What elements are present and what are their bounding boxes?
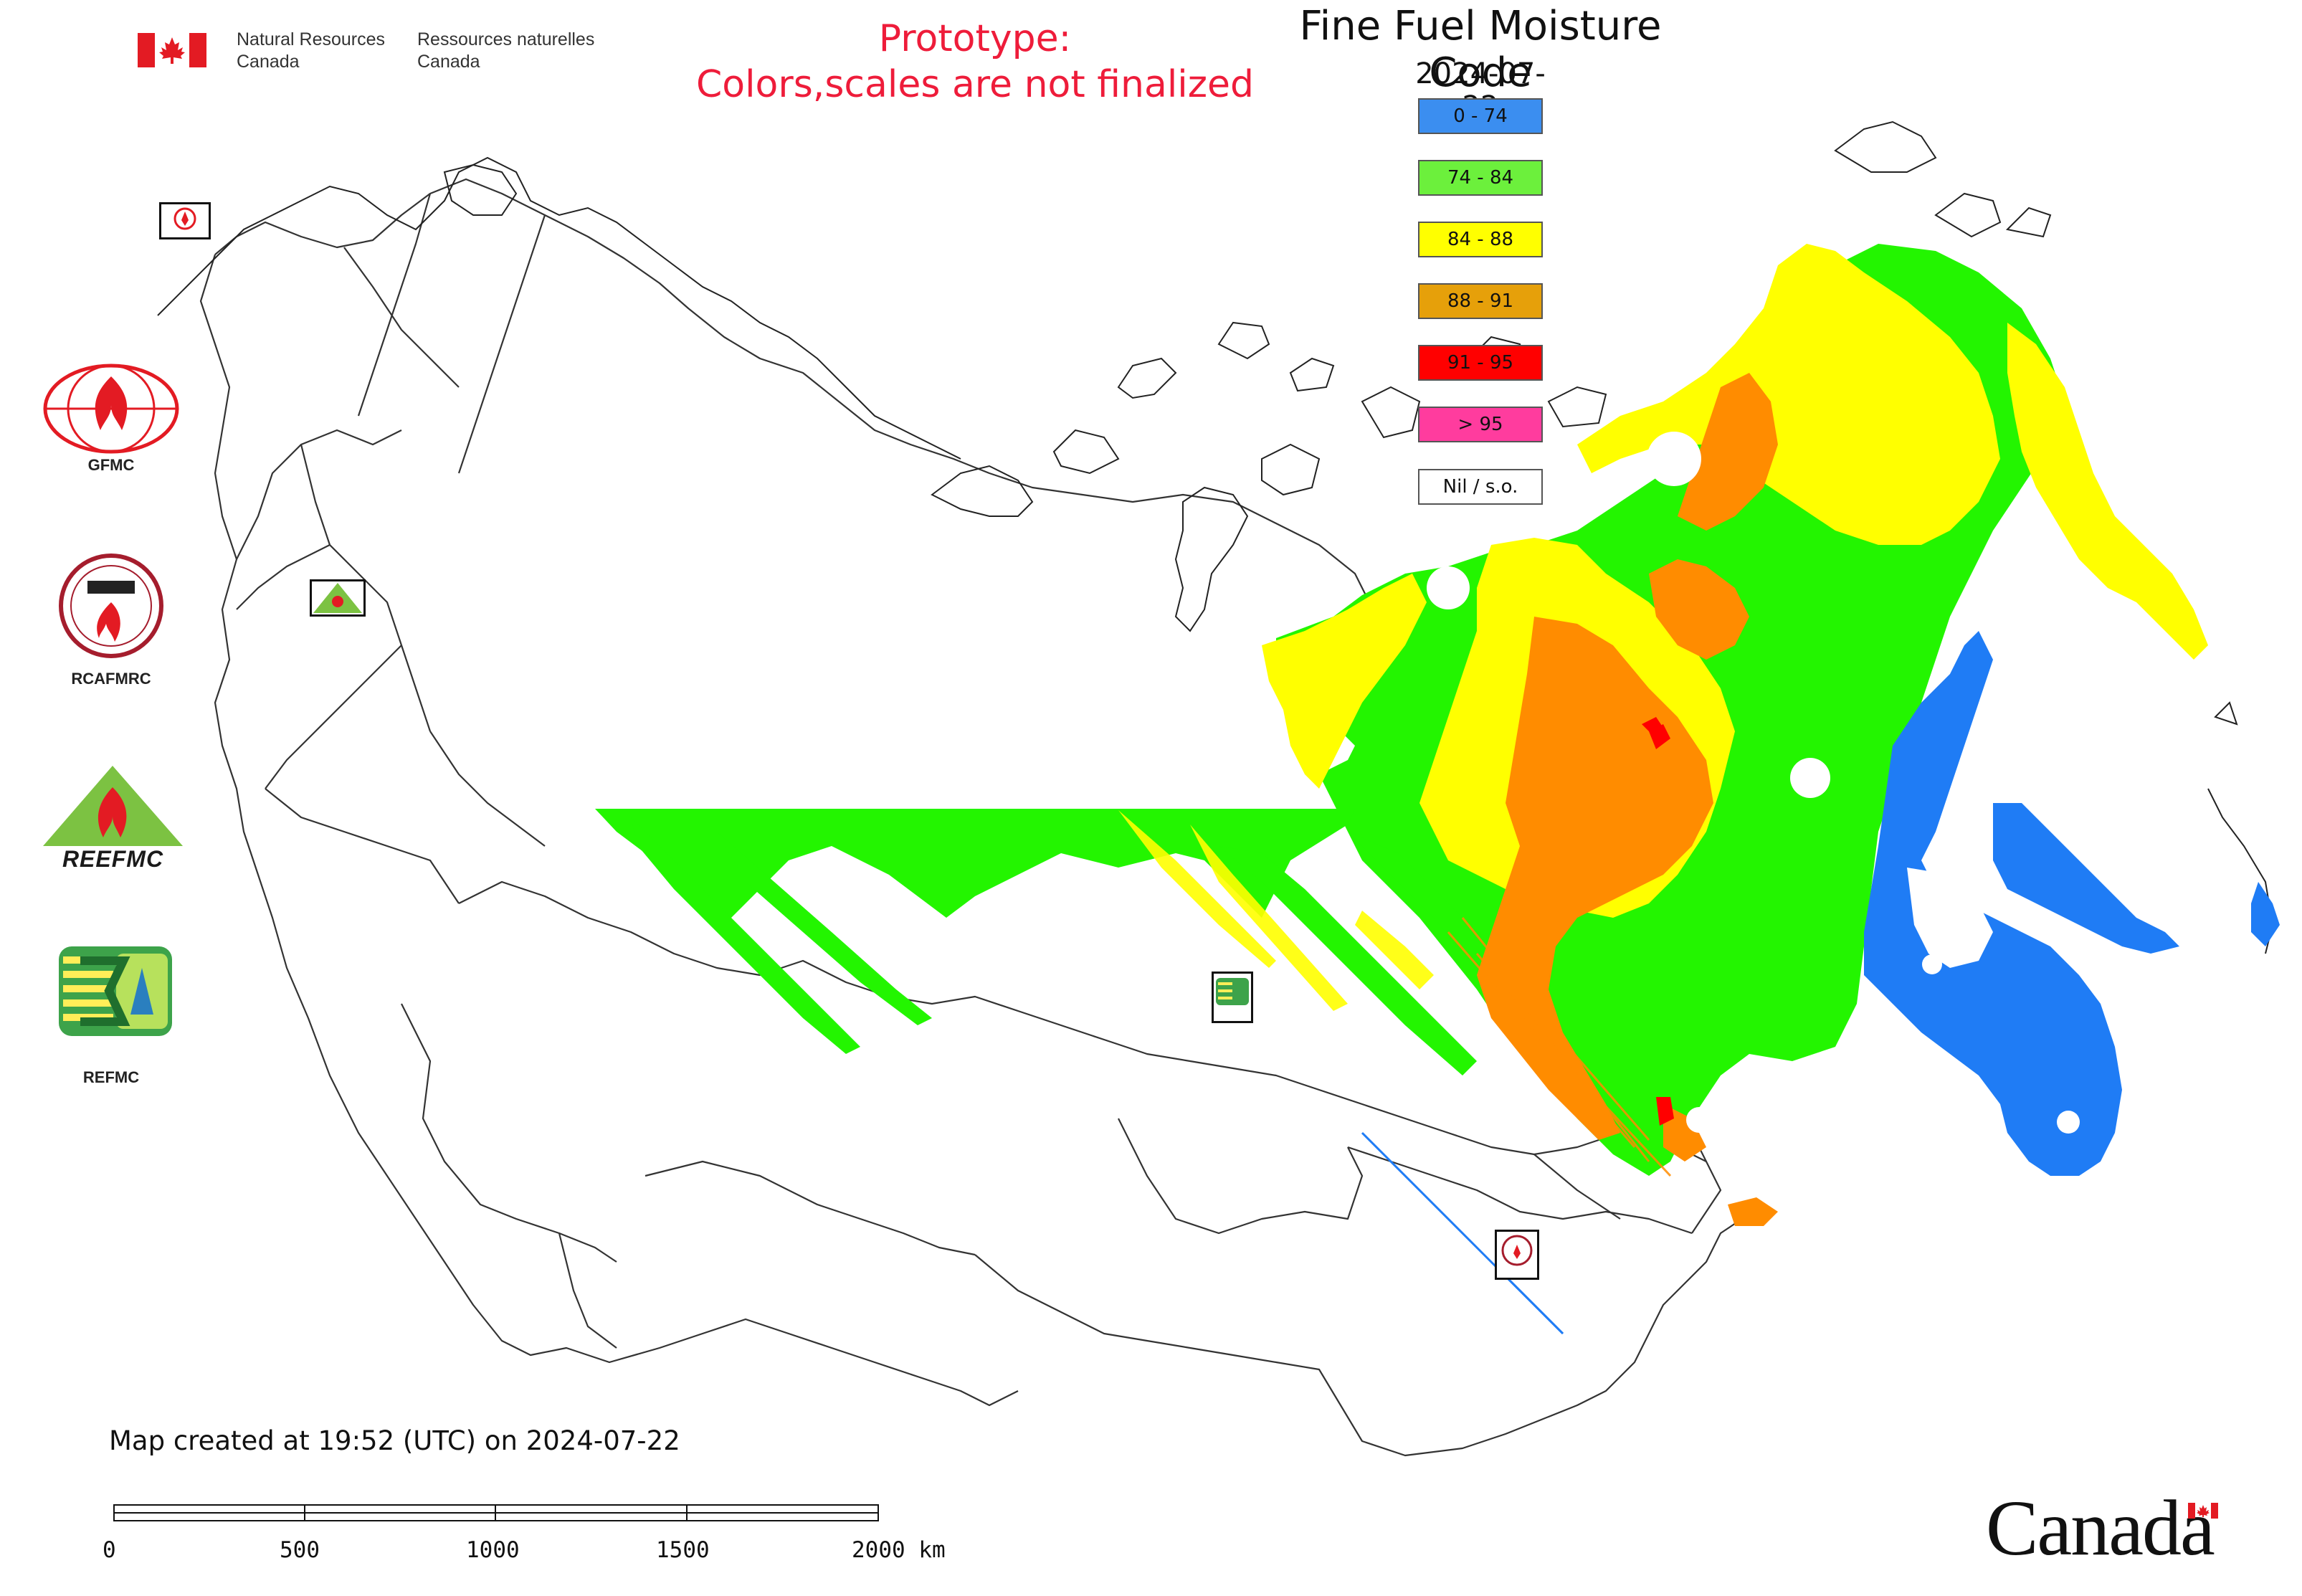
- canada-wordmark-text: Canada: [1986, 1484, 2215, 1572]
- yellow-streaks: [1118, 810, 1434, 1011]
- prototype-line1: Prototype:: [878, 17, 1072, 60]
- gfmc-logo-icon: [39, 362, 183, 455]
- scale-tick-500: 500: [280, 1537, 320, 1563]
- raster-orange-north: [1649, 559, 1749, 660]
- dept-fr-line2: Canada: [417, 52, 480, 72]
- legend-item-nil: Nil / s.o.: [1418, 469, 1543, 505]
- raster-blue-island: [2251, 882, 2280, 946]
- legend-label: 91 - 95: [1447, 352, 1514, 374]
- raster-orange-dot: [1728, 1197, 1778, 1226]
- canada-flag-icon: [138, 33, 206, 67]
- reefmc-logo-icon: [36, 766, 190, 866]
- scale-tick-0: 0: [103, 1537, 116, 1563]
- map-marker-gfmc-icon: [159, 202, 211, 239]
- legend-item-84-88: 84 - 88: [1418, 222, 1543, 257]
- logo-label-refmc: REFMC: [82, 1068, 140, 1086]
- dept-name-fr: Ressources naturelles Canada: [417, 29, 594, 73]
- region-boundaries: [199, 178, 1771, 1457]
- raster-yellow-peninsula: [2007, 323, 2208, 660]
- blue-streaks: [1361, 1131, 1564, 1335]
- nil-holes: [1427, 432, 2080, 1189]
- wordmark-flag-icon: [2188, 1503, 2218, 1519]
- dept-fr-line1: Ressources naturelles: [417, 29, 595, 49]
- scale-tick-1500: 1500: [656, 1537, 710, 1563]
- rcafmrc-logo-icon: [57, 552, 165, 660]
- dept-en-line2: Canada: [237, 52, 300, 72]
- legend-item-gt-95: > 95: [1418, 407, 1543, 442]
- raster-orange-ne: [1678, 373, 1778, 531]
- canada-wordmark: Canada: [1986, 1483, 2230, 1576]
- raster-blue-coast: [1993, 803, 2179, 954]
- map-title: Fine Fuel Moisture Code: [1299, 3, 1662, 96]
- scale-bar: [113, 1504, 880, 1523]
- map-marker-reefmc-icon: [310, 579, 366, 617]
- map-marker-refmc-icon: [1212, 972, 1253, 1023]
- legend-label: 84 - 88: [1447, 229, 1514, 250]
- ffmc-raster: [595, 244, 2280, 1335]
- green-streaks: [595, 809, 1477, 1075]
- dept-en-line1: Natural Resources: [237, 29, 386, 49]
- legend-label: > 95: [1457, 414, 1503, 435]
- raster-yellow-west: [1262, 574, 1427, 789]
- reefmc-wordmark: REEFMC: [62, 846, 164, 872]
- dept-name-en: Natural Resources Canada: [237, 29, 385, 73]
- scale-tick-2000: 2000 km: [852, 1537, 946, 1563]
- map-marker-rcafmrc-icon: [1495, 1230, 1539, 1280]
- refmc-logo-icon: [59, 946, 172, 1036]
- legend-item-0-74: 0 - 74: [1418, 98, 1543, 134]
- legend-label: 0 - 74: [1453, 105, 1508, 127]
- raster-blue: [1864, 631, 2122, 1176]
- map-created-timestamp: Map created at 19:52 (UTC) on 2024-07-22: [109, 1425, 680, 1456]
- orange-streaks: [1447, 917, 1672, 1177]
- prototype-notice: Prototype: Colors,scales are not finaliz…: [660, 16, 1290, 108]
- legend-item-74-84: 74 - 84: [1418, 160, 1543, 196]
- legend-label: 74 - 84: [1447, 167, 1514, 189]
- legend-item-88-91: 88 - 91: [1418, 283, 1543, 319]
- raster-red-spot-2: [1642, 717, 1663, 735]
- scale-tick-1000: 1000: [466, 1537, 520, 1563]
- logo-label-rcafmrc: RCAFMRC: [71, 670, 151, 688]
- legend-label: Nil / s.o.: [1442, 476, 1518, 498]
- raster-yellow-ne: [1577, 244, 2000, 545]
- legend-item-91-95: 91 - 95: [1418, 345, 1543, 381]
- logo-label-gfmc: GFMC: [87, 456, 135, 474]
- raster-red-spot-3: [1656, 1097, 1674, 1126]
- legend-label: 88 - 91: [1447, 290, 1514, 312]
- prototype-line2: Colors,scales are not finalized: [695, 63, 1255, 106]
